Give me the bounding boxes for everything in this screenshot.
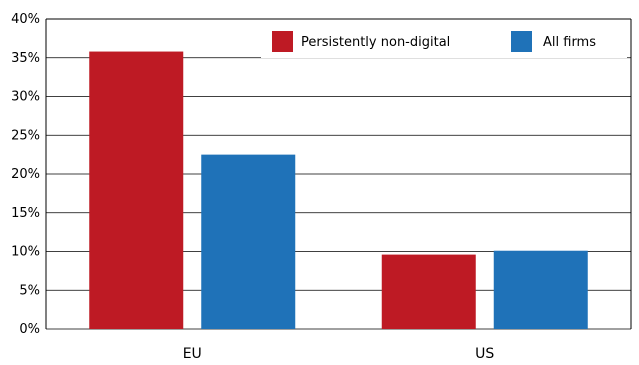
legend-swatch-persistently-non-digital [272,31,293,52]
legend-label-all-firms: All firms [543,35,596,50]
legend-label-persistently-non-digital: Persistently non-digital [301,35,450,50]
bars [89,51,588,330]
legend-swatch-all-firms [511,31,532,52]
x-category-label: EU [183,346,202,362]
y-tick-label: 0% [19,322,40,337]
y-tick-label: 10% [11,245,40,260]
y-tick-label: 40% [11,12,40,27]
y-tick-label: 5% [19,283,40,298]
x-category-label: US [475,346,494,362]
y-tick-label: 30% [11,90,40,105]
y-axis-tick-labels: 0% 5% 10% 15% 20% 25% 30% 35% 40% [11,12,40,337]
y-tick-label: 35% [11,51,40,66]
bar-eu-persistently-non-digital [89,51,184,330]
bar-eu-all-firms [201,154,296,329]
y-tick-label: 20% [11,167,40,182]
legend: Persistently non-digital All firms [261,26,627,58]
bar-us-persistently-non-digital [381,254,476,329]
bar-us-all-firms [493,250,588,329]
legend-background [261,26,627,58]
y-tick-label: 15% [11,206,40,221]
y-tick-label: 25% [11,128,40,143]
x-axis-category-labels: EU US [183,346,495,362]
